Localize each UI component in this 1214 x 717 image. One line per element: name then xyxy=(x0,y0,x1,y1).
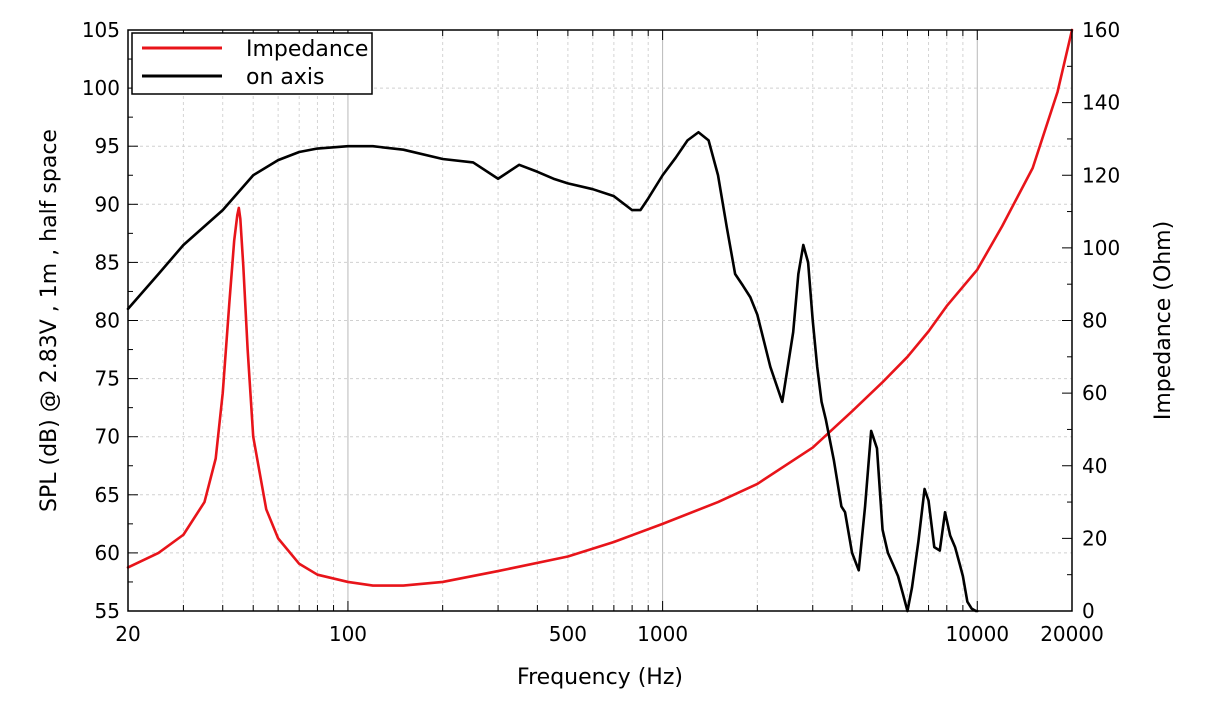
y2-tick-label: 140 xyxy=(1082,91,1120,115)
legend-box xyxy=(131,32,373,95)
tick-marks xyxy=(128,29,1072,612)
x-tick-label: 500 xyxy=(549,622,587,646)
y-tick-label: 65 xyxy=(95,483,120,507)
legend-label-impedance: Impedance xyxy=(246,37,368,62)
series-layer xyxy=(126,28,1074,613)
y2-tick-label: 160 xyxy=(1082,18,1120,42)
y2-axis-title: Impedance (Ohm) xyxy=(1151,221,1176,420)
legend: Impedance on axis xyxy=(131,32,373,95)
y-tick-label: 70 xyxy=(95,425,120,449)
x-tick-label: 1000 xyxy=(637,622,688,646)
y-tick-label: 105 xyxy=(82,18,120,42)
x-tick-label: 20 xyxy=(115,622,140,646)
y-tick-label: 85 xyxy=(95,250,120,274)
y2-tick-label: 80 xyxy=(1082,309,1107,333)
series-line-on-axis xyxy=(126,130,979,613)
y-tick-label: 90 xyxy=(95,192,120,216)
y-tick-label: 80 xyxy=(95,309,120,333)
legend-label-on-axis: on axis xyxy=(246,65,324,90)
y2-tick-label: 40 xyxy=(1082,454,1107,478)
y2-tick-label: 20 xyxy=(1082,526,1107,550)
y-tick-label: 100 xyxy=(82,76,120,100)
x-tick-label: 10000 xyxy=(945,622,1009,646)
y2-tick-label: 60 xyxy=(1082,381,1107,405)
y2-tick-label: 0 xyxy=(1082,599,1095,623)
y-tick-label: 75 xyxy=(95,367,120,391)
y2-tick-label: 100 xyxy=(1082,236,1120,260)
x-tick-label: 100 xyxy=(329,622,367,646)
y2-tick-label: 120 xyxy=(1082,163,1120,187)
major-grid xyxy=(128,30,1072,611)
tick-labels: 55 60 65 70 75 80 85 90 95 100 105 0 20 40 60 80 100 120 1… xyxy=(82,18,1120,646)
y-tick-label: 60 xyxy=(95,541,120,565)
y-tick-label: 95 xyxy=(95,134,120,158)
y-tick-label: 55 xyxy=(95,599,120,623)
series-line-impedance xyxy=(126,28,1074,587)
y-axis-title: SPL (dB) @ 2.83V , 1m , half space xyxy=(37,129,62,512)
x-tick-label: 20000 xyxy=(1040,622,1104,646)
x-axis-title: Frequency (Hz) xyxy=(517,665,683,690)
